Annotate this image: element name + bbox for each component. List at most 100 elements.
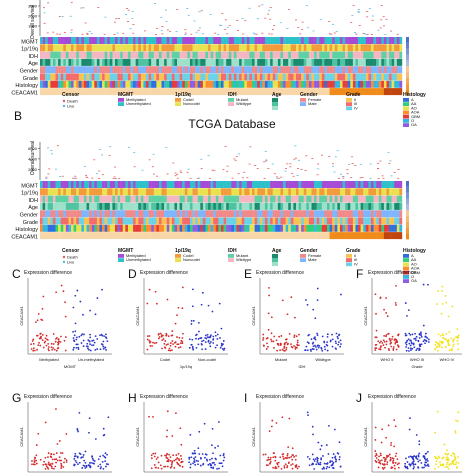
panel-b-cell [171,181,175,188]
panel-b-cell [334,224,338,232]
panel-b-cell [177,181,180,188]
panel-a-cell [378,51,382,59]
panel-a-cell [153,37,157,44]
panel-a-cell [352,44,356,52]
panel-b-cell [218,195,222,203]
panel-b-cell [78,181,82,188]
data-point [92,459,95,462]
panel-a-cell [81,80,85,88]
panel-a-cell [210,37,214,44]
panel-a-cell [213,66,217,74]
data-point [295,335,298,338]
panel-a-point [256,18,259,20]
panel-a-cell [127,44,131,52]
panel-b-cell [285,188,289,196]
data-point [84,467,87,469]
panel-b-cell [112,195,116,203]
data-point [179,464,181,467]
data-point [210,466,213,469]
panel-a-cell [71,51,74,59]
panel-a-point [328,33,331,35]
data-point [439,334,442,337]
data-point [286,466,288,469]
panel-a-cell [347,58,351,66]
data-point [405,346,407,348]
panel-a-cell [239,51,242,59]
panel-b-legend-dot [62,260,66,264]
panel-b-cell [252,217,255,225]
data-point [267,456,270,459]
data-point [455,419,457,422]
panel-a-cell [360,37,364,44]
panel-b-cell [213,181,217,188]
panel-b-cell [60,188,64,196]
data-point [222,340,225,342]
panel-a-point [184,29,187,31]
panel-b-ceacam1-cell [86,232,90,240]
panel-b-cell [332,195,335,203]
panel-b-cell [259,210,263,218]
data-point [210,444,213,447]
panel-a-cell [324,80,328,88]
panel-b-point [128,146,131,148]
panel-b-cell [83,195,87,203]
data-point [408,350,410,352]
panel-b-ceacam1-cell [205,232,209,240]
panel-a-cell [125,51,129,59]
panel-a-ceacam1-cell [241,88,245,96]
panel-b-ceacam1-cell [275,232,279,240]
panel-a-cell [285,51,289,59]
panel-a-point [271,29,274,30]
data-point [210,464,212,467]
panel-b-cell [368,217,372,225]
data-point [326,335,329,338]
data-point [340,293,342,296]
panel-b-cell [171,188,175,196]
panel-a-cell [345,37,348,44]
panel-b-cell [360,188,364,196]
data-point [180,443,183,446]
panel-a-point [124,14,127,15]
panel-a-legend-title: Grade [346,92,361,98]
data-point [197,343,200,346]
data-point [387,454,390,457]
panel-b-cell [262,217,266,225]
panel-a-ceacam1-cell [63,88,67,96]
panel-a-point [384,33,387,35]
panel-a-point [368,7,371,9]
panel-a-ceacam1-cell [202,88,206,96]
panel-a-cell [254,51,258,59]
panel-a-cell [213,73,217,81]
panel-a-cell [78,80,82,88]
panel-b-cell [192,224,196,232]
data-point [268,286,270,289]
panel-a-cell [50,66,54,74]
panel-a-cell [210,66,214,74]
data-point [445,332,448,335]
data-point [170,463,173,466]
panel-b-cell [197,224,201,232]
data-point [449,463,451,465]
panel-b-cell [146,210,149,218]
panel-b-cell [352,195,356,203]
panel-a-legend-item: Codel [183,97,194,102]
panel-b-ceacam1-cell [316,232,320,240]
panel-b-cell [135,210,139,218]
data-point [386,454,388,457]
data-point [378,348,381,351]
panel-a-cell [42,37,46,44]
panel-b-cell [355,181,359,188]
panel-b-cell [319,181,323,188]
data-point [310,338,313,341]
panel-b-ceacam1-cell [399,232,403,240]
panel-b-cell [228,181,232,188]
panel-b-cell [391,224,395,232]
panel-b-cell [301,188,304,196]
panel-a-cell [391,58,395,66]
panel-b-cell [365,217,369,225]
data-point [220,342,223,345]
panel-a-ceacam1-cell [161,88,165,96]
panel-a-cell [182,66,185,74]
data-point [311,425,314,428]
